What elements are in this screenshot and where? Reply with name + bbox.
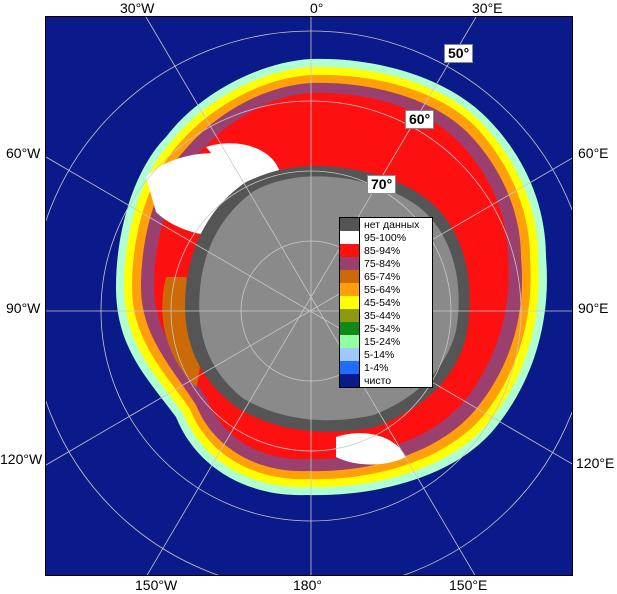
legend-swatch [340, 322, 360, 335]
lat-label-50: 50° [444, 44, 474, 63]
legend-label: 55-64% [364, 283, 401, 296]
lon-label-60e: 60°E [578, 145, 609, 161]
legend-swatch [340, 283, 360, 296]
legend-item: 55-64% [340, 283, 432, 296]
legend-label: 25-34% [364, 322, 401, 335]
legend-swatch [340, 244, 360, 257]
lon-label-30w: 30°W [120, 0, 155, 16]
legend-swatch [340, 257, 360, 270]
lon-label-90w: 90°W [6, 300, 41, 316]
lon-label-150e: 150°E [449, 577, 488, 593]
legend-item: чисто [340, 374, 432, 387]
lon-label-150w: 150°W [135, 577, 178, 593]
lon-label-60w: 60°W [6, 145, 41, 161]
legend-item: 25-34% [340, 322, 432, 335]
legend-label: 1-4% [364, 361, 389, 374]
legend-swatch [340, 296, 360, 309]
lon-label-0: 0° [310, 0, 324, 16]
legend-swatch [340, 335, 360, 348]
legend-item: нет данных [340, 218, 432, 231]
ice-concentration-legend: нет данных 95-100% 85-94% 75-84% 65-74% 55-64… [339, 217, 433, 388]
legend-item: 75-84% [340, 257, 432, 270]
legend-item: 65-74% [340, 270, 432, 283]
lon-label-120e: 120°E [576, 455, 615, 471]
legend-label: 85-94% [364, 244, 401, 257]
legend-label: 65-74% [364, 270, 401, 283]
legend-swatch [340, 361, 360, 374]
legend-item: 95-100% [340, 231, 432, 244]
lon-label-90e: 90°E [578, 300, 609, 316]
legend-item: 35-44% [340, 309, 432, 322]
sea-ice-map [46, 17, 572, 575]
lat-label-70: 70° [367, 175, 397, 194]
legend-item: 5-14% [340, 348, 432, 361]
legend-swatch [340, 348, 360, 361]
lon-label-180: 180° [293, 577, 322, 593]
lon-label-30e: 30°E [472, 0, 503, 16]
legend-item: 1-4% [340, 361, 432, 374]
lon-label-120w: 120°W [0, 451, 43, 467]
legend-label: 75-84% [364, 257, 401, 270]
graticule [46, 17, 572, 575]
legend-swatch [340, 231, 360, 244]
legend-swatch [340, 218, 360, 231]
legend-label: 45-54% [364, 296, 401, 309]
legend-item: 15-24% [340, 335, 432, 348]
legend-label: 95-100% [364, 231, 407, 244]
legend-label: чисто [364, 374, 392, 387]
lat-label-60: 60° [405, 110, 435, 129]
map-frame [45, 16, 573, 576]
legend-swatch [340, 270, 360, 283]
legend-label: нет данных [364, 218, 420, 231]
legend-label: 5-14% [364, 348, 395, 361]
legend-swatch [340, 309, 360, 322]
legend-item: 45-54% [340, 296, 432, 309]
legend-label: 35-44% [364, 309, 401, 322]
legend-swatch [340, 374, 360, 387]
legend-label: 15-24% [364, 335, 401, 348]
legend-item: 85-94% [340, 244, 432, 257]
